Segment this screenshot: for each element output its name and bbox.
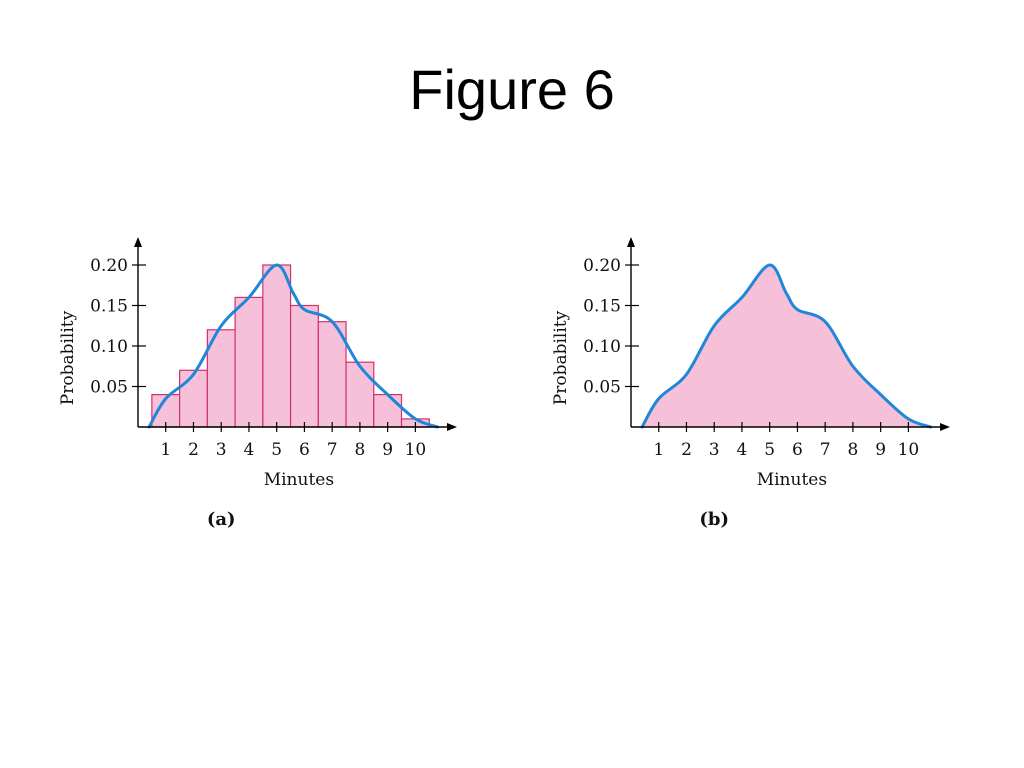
- b-y-tick-label: 0.15: [583, 297, 621, 317]
- a-x-tick-label: 8: [354, 440, 365, 460]
- b-y-axis-arrow: [627, 237, 635, 247]
- b-x-tick-label: 6: [792, 440, 803, 460]
- histogram-bar: [289, 304, 319, 428]
- histogram-bar: [262, 264, 292, 428]
- a-y-axis-title: Probability: [58, 310, 78, 405]
- b-y-tick-label: 0.05: [583, 378, 621, 398]
- a-x-tick-label: 6: [299, 440, 310, 460]
- b-panel-label: (b): [699, 509, 729, 530]
- b-x-tick-label: 4: [737, 440, 748, 460]
- b-x-tick-label: 7: [820, 440, 831, 460]
- a-y-axis-arrow: [134, 237, 142, 247]
- a-y-tick-label: 0.05: [90, 378, 128, 398]
- a-x-tick-label: 10: [405, 440, 427, 460]
- a-x-tick-label: 7: [327, 440, 338, 460]
- a-x-axis-arrow: [447, 423, 457, 431]
- a-x-axis-title: Minutes: [264, 470, 334, 490]
- a-x-tick-label: 9: [382, 440, 393, 460]
- b-x-tick-label: 10: [898, 440, 920, 460]
- b-x-tick-label: 9: [875, 440, 886, 460]
- b-x-tick-label: 8: [847, 440, 858, 460]
- histogram-chart: 0.05 0.10 0.15 0.20 1 2 3 4 5 6 7 8 9 10 Minutes Probab…: [58, 237, 457, 530]
- b-y-tick-label: 0.10: [583, 337, 621, 357]
- a-y-tick-label: 0.20: [90, 256, 128, 276]
- b-x-tick-label: 2: [681, 440, 692, 460]
- chart-panel-a: 0.05 0.10 0.15 0.20 1 2 3 4 5 6 7 8 9 10 Minutes Probab…: [45, 225, 465, 535]
- b-x-tick-label: 3: [709, 440, 720, 460]
- histogram-bar: [234, 296, 264, 428]
- b-x-axis-arrow: [940, 423, 950, 431]
- a-y-tick-label: 0.10: [90, 337, 128, 357]
- a-x-tick-label: 4: [244, 440, 255, 460]
- a-x-tick-label: 2: [188, 440, 199, 460]
- b-x-tick-label: 5: [764, 440, 775, 460]
- a-y-tick-label: 0.15: [90, 297, 128, 317]
- density-curve-line: [147, 263, 440, 429]
- chart-panel-b: 0.05 0.10 0.15 0.20 1 2 3 4 5 6 7 8 9 10 Minutes Probab…: [538, 225, 958, 535]
- histogram-bar: [179, 369, 208, 428]
- b-y-tick-label: 0.20: [583, 256, 621, 276]
- density-curve-line: [640, 263, 933, 429]
- b-y-axis-title: Probability: [551, 310, 571, 405]
- density-area-fill: [642, 264, 931, 427]
- histogram-bar: [373, 394, 403, 428]
- histogram-bar: [206, 329, 236, 428]
- b-x-axis-title: Minutes: [757, 470, 827, 490]
- density-area-chart: 0.05 0.10 0.15 0.20 1 2 3 4 5 6 7 8 9 10 Minutes Probab…: [551, 237, 950, 530]
- b-x-tick-label: 1: [653, 440, 664, 460]
- histogram-bar: [345, 361, 375, 428]
- a-x-tick-label: 1: [160, 440, 171, 460]
- a-x-tick-label: 3: [216, 440, 227, 460]
- a-x-tick-label: 5: [271, 440, 282, 460]
- a-panel-label: (a): [207, 509, 236, 530]
- slide-title: Figure 6: [409, 58, 615, 121]
